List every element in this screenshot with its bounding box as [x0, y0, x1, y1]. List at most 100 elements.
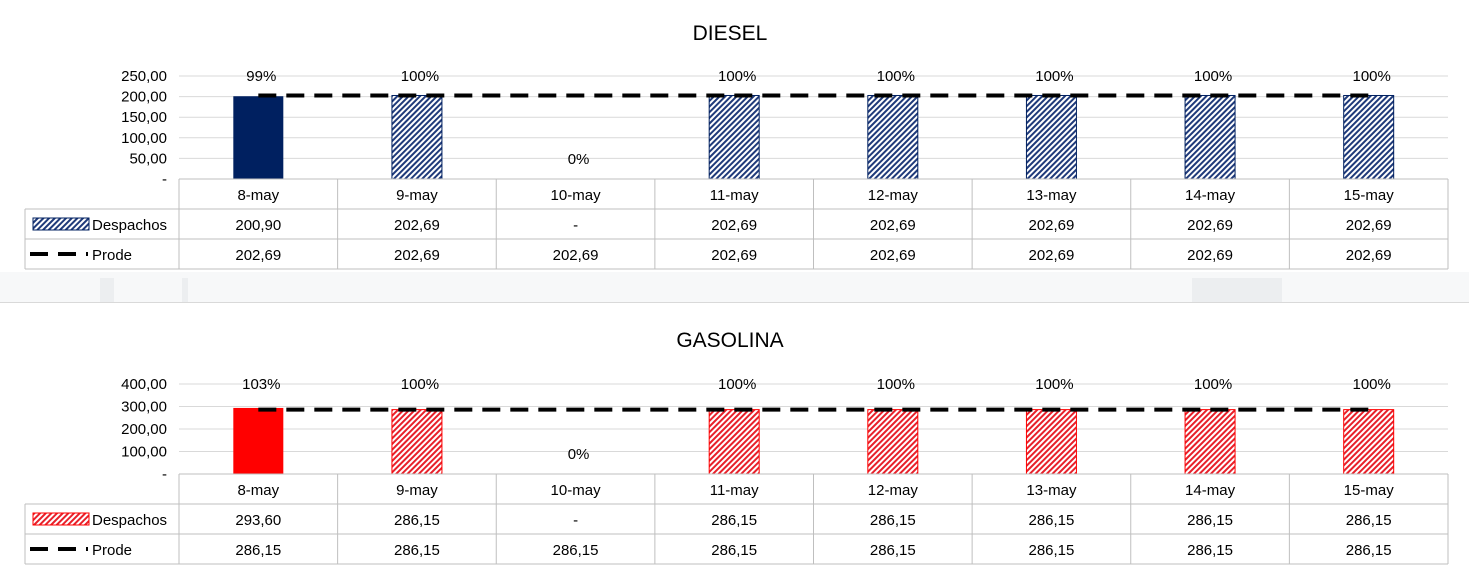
diesel-table-cell-prode: 202,69: [553, 247, 599, 264]
gasolina-category-label: 12-may: [868, 482, 919, 499]
diesel-data-label-10-may: 0%: [568, 151, 590, 168]
gasolina-y-tick-label: -: [162, 466, 167, 483]
gasolina-category-label: 15-may: [1344, 482, 1395, 499]
diesel-bar-12-may: [867, 94, 919, 180]
diesel-bar-14-may: [1184, 94, 1236, 180]
diesel-data-label-13-may: 100%: [1035, 68, 1073, 85]
diesel-table-cell-prode: 202,69: [1187, 247, 1233, 264]
gasolina-table-cell-prode: 286,15: [235, 542, 281, 559]
diesel-y-tick-label: -: [162, 171, 167, 188]
diesel-bar-9-may: [391, 94, 443, 180]
gasolina-chart-panel: GASOLINA - 100,00 200,00 300,00 400,00 103% 100…: [0, 302, 1469, 569]
diesel-table-cell-despachos: 200,90: [235, 217, 281, 234]
diesel-category-label: 12-may: [868, 187, 919, 204]
diesel-y-tick-label: 50,00: [129, 150, 167, 167]
diesel-category-label: 9-may: [396, 187, 438, 204]
diesel-data-label-8-may: 99%: [246, 68, 276, 85]
gasolina-y-tick-label: 400,00: [121, 376, 167, 393]
gasolina-bar-12-may: [867, 409, 919, 475]
diesel-table-cell-despachos: 202,69: [870, 217, 916, 234]
diesel-category-label: 13-may: [1026, 187, 1077, 204]
diesel-data-label-9-may: 100%: [401, 68, 439, 85]
diesel-data-label-12-may: 100%: [877, 68, 915, 85]
gasolina-table-cell-prode: 286,15: [553, 542, 599, 559]
gasolina-data-label-11-may: 100%: [718, 376, 756, 393]
diesel-category-label: 11-may: [710, 187, 759, 204]
gasolina-table-cell-despachos: 286,15: [870, 512, 916, 529]
gasolina-chart: GASOLINA - 100,00 200,00 300,00 400,00 103% 100…: [24, 329, 1449, 565]
gasolina-table-cell-despachos: -: [573, 512, 578, 529]
panel-separator: [0, 272, 1469, 302]
gasolina-data-label-8-may: 103%: [242, 376, 280, 393]
gasolina-table-cell-despachos: 286,15: [1187, 512, 1233, 529]
diesel-bar-11-may: [708, 94, 760, 180]
gasolina-y-tick-label: 200,00: [121, 421, 167, 438]
gasolina-y-tick-label: 100,00: [121, 444, 167, 461]
diesel-table-cell-prode: 202,69: [394, 247, 440, 264]
gasolina-data-label-9-may: 100%: [401, 376, 439, 393]
gasolina-table-cell-prode: 286,15: [1346, 542, 1392, 559]
diesel-y-tick-label: 100,00: [121, 130, 167, 147]
gasolina-table-cell-despachos: 286,15: [394, 512, 440, 529]
gasolina-title: GASOLINA: [676, 329, 783, 352]
diesel-table-cell-prode: 202,69: [235, 247, 281, 264]
gasolina-category-label: 11-may: [710, 482, 759, 499]
gasolina-category-label: 9-may: [396, 482, 438, 499]
diesel-y-tick-label: 250,00: [121, 68, 167, 85]
gasolina-category-label: 10-may: [551, 482, 602, 499]
diesel-table-cell-despachos: 202,69: [1187, 217, 1233, 234]
gasolina-bar-9-may: [391, 409, 443, 475]
diesel-table-cell-despachos: 202,69: [1028, 217, 1074, 234]
diesel-category-label: 10-may: [551, 187, 602, 204]
gasolina-data-label-10-may: 0%: [568, 446, 590, 463]
diesel-title: DIESEL: [693, 22, 768, 45]
diesel-bar-13-may: [1025, 94, 1077, 180]
gasolina-bar-14-may: [1184, 409, 1236, 475]
gasolina-y-tick-label: 300,00: [121, 399, 167, 416]
diesel-y-tick-label: 150,00: [121, 109, 167, 126]
diesel-category-label: 14-may: [1185, 187, 1236, 204]
diesel-legend-swatch-despachos: [32, 217, 90, 231]
diesel-chart-panel: DIESEL - 50,00 100,00 150,00 200,00 250,00 99% 1…: [0, 0, 1469, 272]
gasolina-legend-swatch-despachos: [32, 512, 90, 526]
diesel-chart: DIESEL - 50,00 100,00 150,00 200,00 250,00 99% 1…: [24, 22, 1449, 270]
gasolina-data-label-12-may: 100%: [877, 376, 915, 393]
diesel-bar-15-may: [1343, 94, 1395, 180]
gasolina-table-cell-prode: 286,15: [1028, 542, 1074, 559]
diesel-data-label-14-may: 100%: [1194, 68, 1232, 85]
diesel-category-label: 8-may: [237, 187, 279, 204]
gasolina-table-cell-despachos: 286,15: [1346, 512, 1392, 529]
diesel-legend-label-despachos: Despachos: [92, 217, 167, 234]
gasolina-data-label-13-may: 100%: [1035, 376, 1073, 393]
gasolina-bar-13-may: [1025, 409, 1077, 475]
diesel-category-label: 15-may: [1344, 187, 1395, 204]
diesel-bar-8-may: [233, 96, 284, 179]
gasolina-category-label: 8-may: [237, 482, 279, 499]
gasolina-legend-label-despachos: Despachos: [92, 512, 167, 529]
diesel-data-label-15-may: 100%: [1353, 68, 1391, 85]
gasolina-table-cell-despachos: 286,15: [1028, 512, 1074, 529]
gasolina-table-cell-prode: 286,15: [394, 542, 440, 559]
diesel-table-cell-prode: 202,69: [1346, 247, 1392, 264]
gasolina-bar-15-may: [1343, 409, 1395, 475]
gasolina-legend-label-prode: Prode: [92, 542, 132, 559]
gasolina-category-label: 13-may: [1026, 482, 1077, 499]
gasolina-data-label-14-may: 100%: [1194, 376, 1232, 393]
gasolina-bar-11-may: [708, 409, 760, 475]
diesel-data-label-11-may: 100%: [718, 68, 756, 85]
gasolina-table-cell-prode: 286,15: [711, 542, 757, 559]
diesel-table-cell-despachos: -: [573, 217, 578, 234]
diesel-legend-label-prode: Prode: [92, 247, 132, 264]
diesel-table-cell-prode: 202,69: [870, 247, 916, 264]
diesel-y-tick-label: 200,00: [121, 89, 167, 106]
gasolina-table-cell-prode: 286,15: [870, 542, 916, 559]
gasolina-bar-8-may: [233, 407, 284, 474]
gasolina-category-label: 14-may: [1185, 482, 1236, 499]
diesel-table-cell-prode: 202,69: [1028, 247, 1074, 264]
gasolina-table-cell-despachos: 293,60: [235, 512, 281, 529]
diesel-table-cell-despachos: 202,69: [1346, 217, 1392, 234]
gasolina-data-label-15-may: 100%: [1353, 376, 1391, 393]
diesel-table-cell-despachos: 202,69: [394, 217, 440, 234]
gasolina-table-cell-prode: 286,15: [1187, 542, 1233, 559]
diesel-table-cell-prode: 202,69: [711, 247, 757, 264]
